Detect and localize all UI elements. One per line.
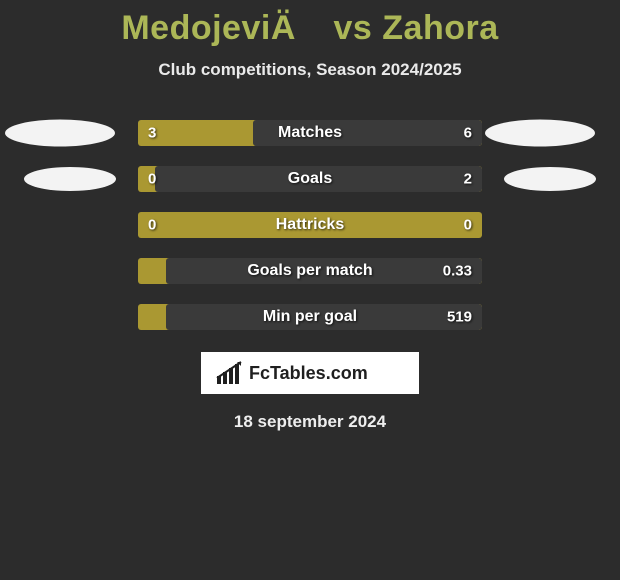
bar-value-right: 2 <box>464 171 472 188</box>
footer-date: 18 september 2024 <box>0 412 620 432</box>
page-subtitle: Club competitions, Season 2024/2025 <box>0 60 620 80</box>
bar-label: Hattricks <box>138 216 482 234</box>
bar-track: Goals per match 0.33 <box>138 258 482 284</box>
bar-track: Min per goal 519 <box>138 304 482 330</box>
player-left-photo-placeholder <box>5 120 115 147</box>
bar-value-left: 0 <box>148 217 156 234</box>
bar-value-right: 519 <box>447 309 472 326</box>
stat-row-hattricks: 0 Hattricks 0 <box>0 202 620 248</box>
bar-track: 3 Matches 6 <box>138 120 482 146</box>
brand-logo-text: FcTables.com <box>249 363 368 383</box>
bar-fill-right <box>166 304 482 330</box>
player-right-photo-placeholder <box>504 167 596 191</box>
bar-fill-right <box>253 120 482 146</box>
player-left-photo-placeholder <box>24 167 116 191</box>
bar-value-left: 3 <box>148 125 156 142</box>
bar-value-right: 6 <box>464 125 472 142</box>
stat-row-matches: 3 Matches 6 <box>0 110 620 156</box>
bar-track: 0 Hattricks 0 <box>138 212 482 238</box>
bar-value-right: 0.33 <box>443 263 472 280</box>
stat-rows: 3 Matches 6 0 Goals 2 0 Hattricks 0 Goal… <box>0 110 620 340</box>
bar-fill-right <box>155 166 482 192</box>
page-title: MedojeviÄ vs Zahora <box>0 0 620 50</box>
fctables-logo-icon: FcTables.com <box>215 358 405 388</box>
stat-row-goals-per-match: Goals per match 0.33 <box>0 248 620 294</box>
brand-logo[interactable]: FcTables.com <box>201 352 419 394</box>
bar-track: 0 Goals 2 <box>138 166 482 192</box>
stat-row-min-per-goal: Min per goal 519 <box>0 294 620 340</box>
player-right-photo-placeholder <box>485 120 595 147</box>
stat-row-goals: 0 Goals 2 <box>0 156 620 202</box>
bar-value-right: 0 <box>464 217 472 234</box>
bar-value-left: 0 <box>148 171 156 188</box>
bar-fill-right <box>166 258 482 284</box>
